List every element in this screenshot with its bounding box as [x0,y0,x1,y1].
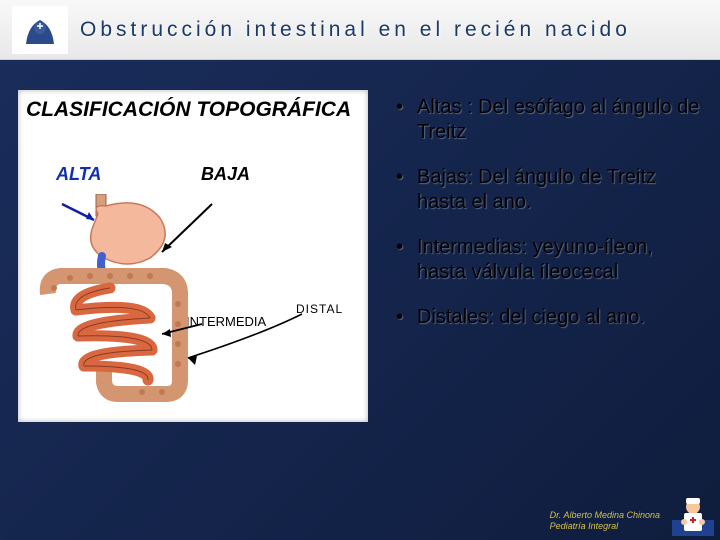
label-alta: ALTA [56,164,101,185]
footer-line2: Pediatría Integral [550,521,660,532]
label-baja: BAJA [201,164,250,185]
list-item: • Distales: del ciego al ano. [396,305,702,330]
diagram-heading: CLASIFICACIÓN TOPOGRÁFICA [26,98,360,122]
slide-content: CLASIFICACIÓN TOPOGRÁFICA ALTA BAJA INTE… [0,60,720,432]
list-item: • Intermedias: yeyuno-íleon, hasta válvu… [396,235,702,285]
bullet-icon: • [396,305,403,330]
list-item: • Bajas: Del ángulo de Treitz hasta el a… [396,165,702,215]
logo-icon [20,10,60,50]
slide-header: Obstrucción intestinal en el recién naci… [0,0,720,60]
diagram-area: ALTA BAJA INTERMEDIA DISTAL [26,134,360,414]
bullet-icon: • [396,95,403,145]
bullet-text: Bajas: Del ángulo de Treitz hasta el ano… [417,165,702,215]
bullet-list: • Altas : Del esófago al ángulo de Treit… [396,95,702,330]
diagram-panel: CLASIFICACIÓN TOPOGRÁFICA ALTA BAJA INTE… [18,90,368,422]
anatomy-diagram [32,194,362,414]
list-item: • Altas : Del esófago al ángulo de Treit… [396,95,702,145]
bullet-text: Intermedias: yeyuno-íleon, hasta válvula… [417,235,702,285]
bullets-panel: • Altas : Del esófago al ángulo de Treit… [368,90,702,422]
bullet-text: Altas : Del esófago al ángulo de Treitz [417,95,702,145]
slide-title: Obstrucción intestinal en el recién naci… [80,18,708,42]
doctor-icon [672,494,714,536]
bullet-icon: • [396,235,403,285]
footer-credit: Dr. Alberto Medina Chinona Pediatría Int… [550,510,660,532]
footer-line1: Dr. Alberto Medina Chinona [550,510,660,521]
bullet-text: Distales: del ciego al ano. [417,305,645,330]
bullet-icon: • [396,165,403,215]
logo [12,6,68,54]
